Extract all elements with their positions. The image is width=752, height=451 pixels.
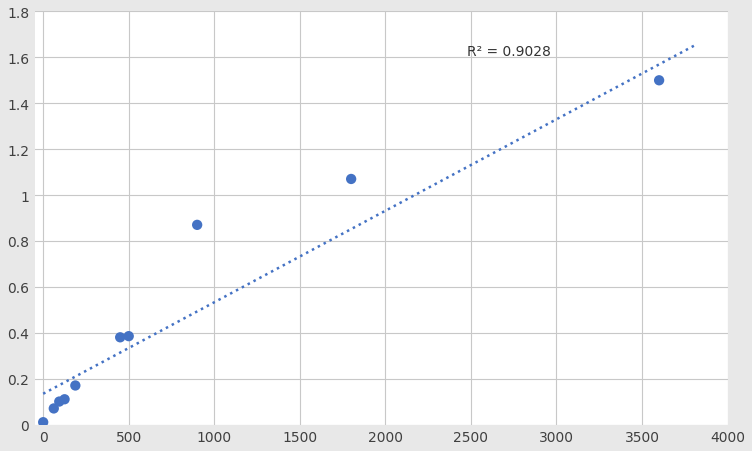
Point [653,78,665,85]
Point [114,334,126,341]
Point [37,419,49,426]
Point [59,396,71,403]
Text: R² = 0.9028: R² = 0.9028 [468,46,551,60]
Point [48,405,60,412]
Point [191,222,203,229]
Point [69,382,81,389]
Point [123,333,135,340]
Point [53,398,65,405]
Point [345,176,357,183]
